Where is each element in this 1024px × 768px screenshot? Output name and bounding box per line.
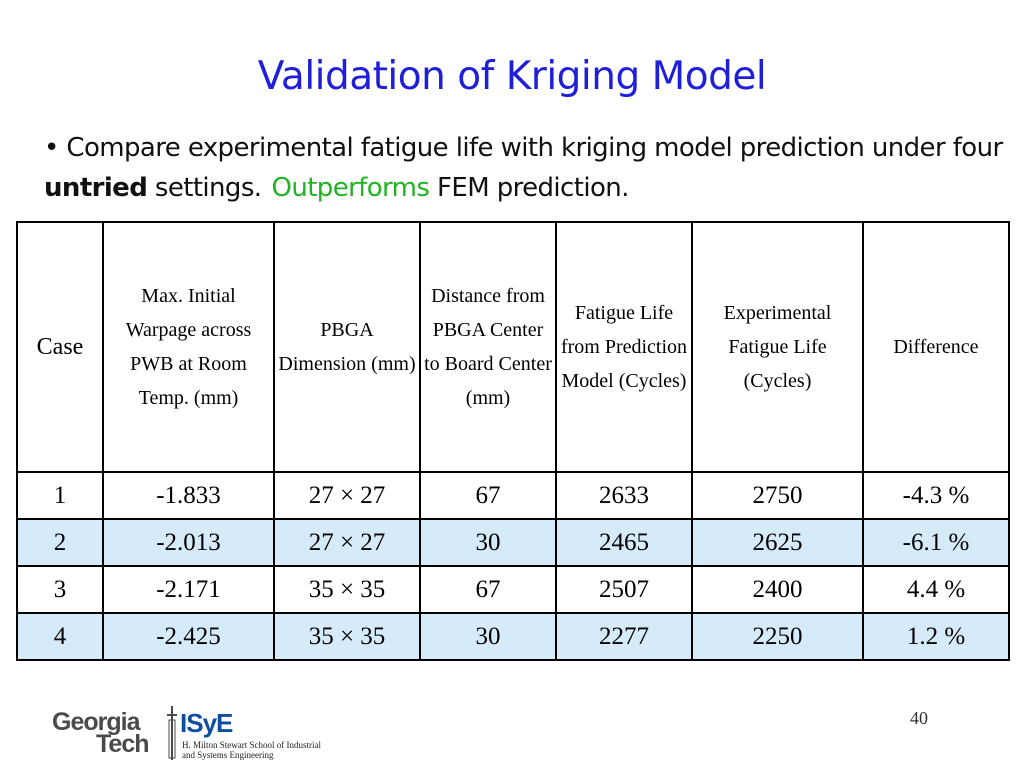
header-pbga-dimension: PBGA Dimension (mm) [273, 221, 421, 473]
table-header-row: Case Max. Initial Warpage across PWB at … [16, 221, 1010, 473]
logo-subtitle: H. Milton Stewart School of Industrial a… [182, 740, 321, 760]
cell-warpage: -2.171 [102, 565, 275, 614]
table-row: 3 -2.171 35 × 35 67 2507 2400 4.4 % [16, 565, 1010, 614]
logo-text-isye: ISyE [180, 708, 233, 738]
header-difference: Difference [862, 221, 1010, 473]
cell-predicted: 2633 [555, 471, 693, 520]
cell-difference: -6.1 % [862, 518, 1010, 567]
bullet-marker: • [44, 133, 59, 163]
cell-case: 2 [16, 518, 104, 567]
header-experimental-life: Experimental Fatigue Life (Cycles) [691, 221, 864, 473]
cell-case: 3 [16, 565, 104, 614]
cell-distance: 67 [419, 471, 557, 520]
validation-table: Case Max. Initial Warpage across PWB at … [16, 221, 1010, 661]
page-number: 40 [910, 708, 928, 728]
cell-difference: 4.4 % [862, 565, 1010, 614]
cell-dimension: 35 × 35 [273, 612, 421, 661]
header-distance: Distance from PBGA Center to Board Cente… [419, 221, 557, 473]
cell-warpage: -2.425 [102, 612, 275, 661]
bullet-green-word: Outperforms [271, 173, 430, 203]
cell-dimension: 27 × 27 [273, 518, 421, 567]
table-row: 1 -1.833 27 × 27 67 2633 2750 -4.3 % [16, 471, 1010, 520]
cell-distance: 67 [419, 565, 557, 614]
cell-distance: 30 [419, 612, 557, 661]
table-row: 2 -2.013 27 × 27 30 2465 2625 -6.1 % [16, 518, 1010, 567]
cell-experimental: 2625 [691, 518, 864, 567]
cell-predicted: 2465 [555, 518, 693, 567]
tower-icon [167, 706, 177, 760]
cell-distance: 30 [419, 518, 557, 567]
georgia-tech-isye-logo: Georgia Tech ISyE H. Milton Stewart Scho… [48, 706, 328, 762]
bullet-point: • Compare experimental fatigue life with… [44, 128, 1004, 208]
logo-text-tech: Tech [96, 730, 149, 758]
logo-text-georgia: Georgia [52, 708, 140, 736]
bullet-text: Compare experimental fatigue life with k… [66, 133, 1003, 163]
header-predicted-life: Fatigue Life from Prediction Model (Cycl… [555, 221, 693, 473]
cell-warpage: -2.013 [102, 518, 275, 567]
cell-difference: 1.2 % [862, 612, 1010, 661]
cell-dimension: 27 × 27 [273, 471, 421, 520]
table-row: 4 -2.425 35 × 35 30 2277 2250 1.2 % [16, 612, 1010, 661]
cell-dimension: 35 × 35 [273, 565, 421, 614]
cell-case: 4 [16, 612, 104, 661]
bullet-text-end: FEM prediction. [429, 173, 629, 203]
cell-experimental: 2400 [691, 565, 864, 614]
bullet-bold-word: untried [44, 173, 148, 203]
cell-difference: -4.3 % [862, 471, 1010, 520]
cell-experimental: 2750 [691, 471, 864, 520]
header-warpage: Max. Initial Warpage across PWB at Room … [102, 221, 275, 473]
bullet-text-after: settings. [147, 173, 262, 203]
cell-predicted: 2277 [555, 612, 693, 661]
cell-experimental: 2250 [691, 612, 864, 661]
cell-predicted: 2507 [555, 565, 693, 614]
cell-case: 1 [16, 471, 104, 520]
header-case: Case [16, 221, 104, 473]
slide-title: Validation of Kriging Model [257, 54, 767, 99]
cell-warpage: -1.833 [102, 471, 275, 520]
